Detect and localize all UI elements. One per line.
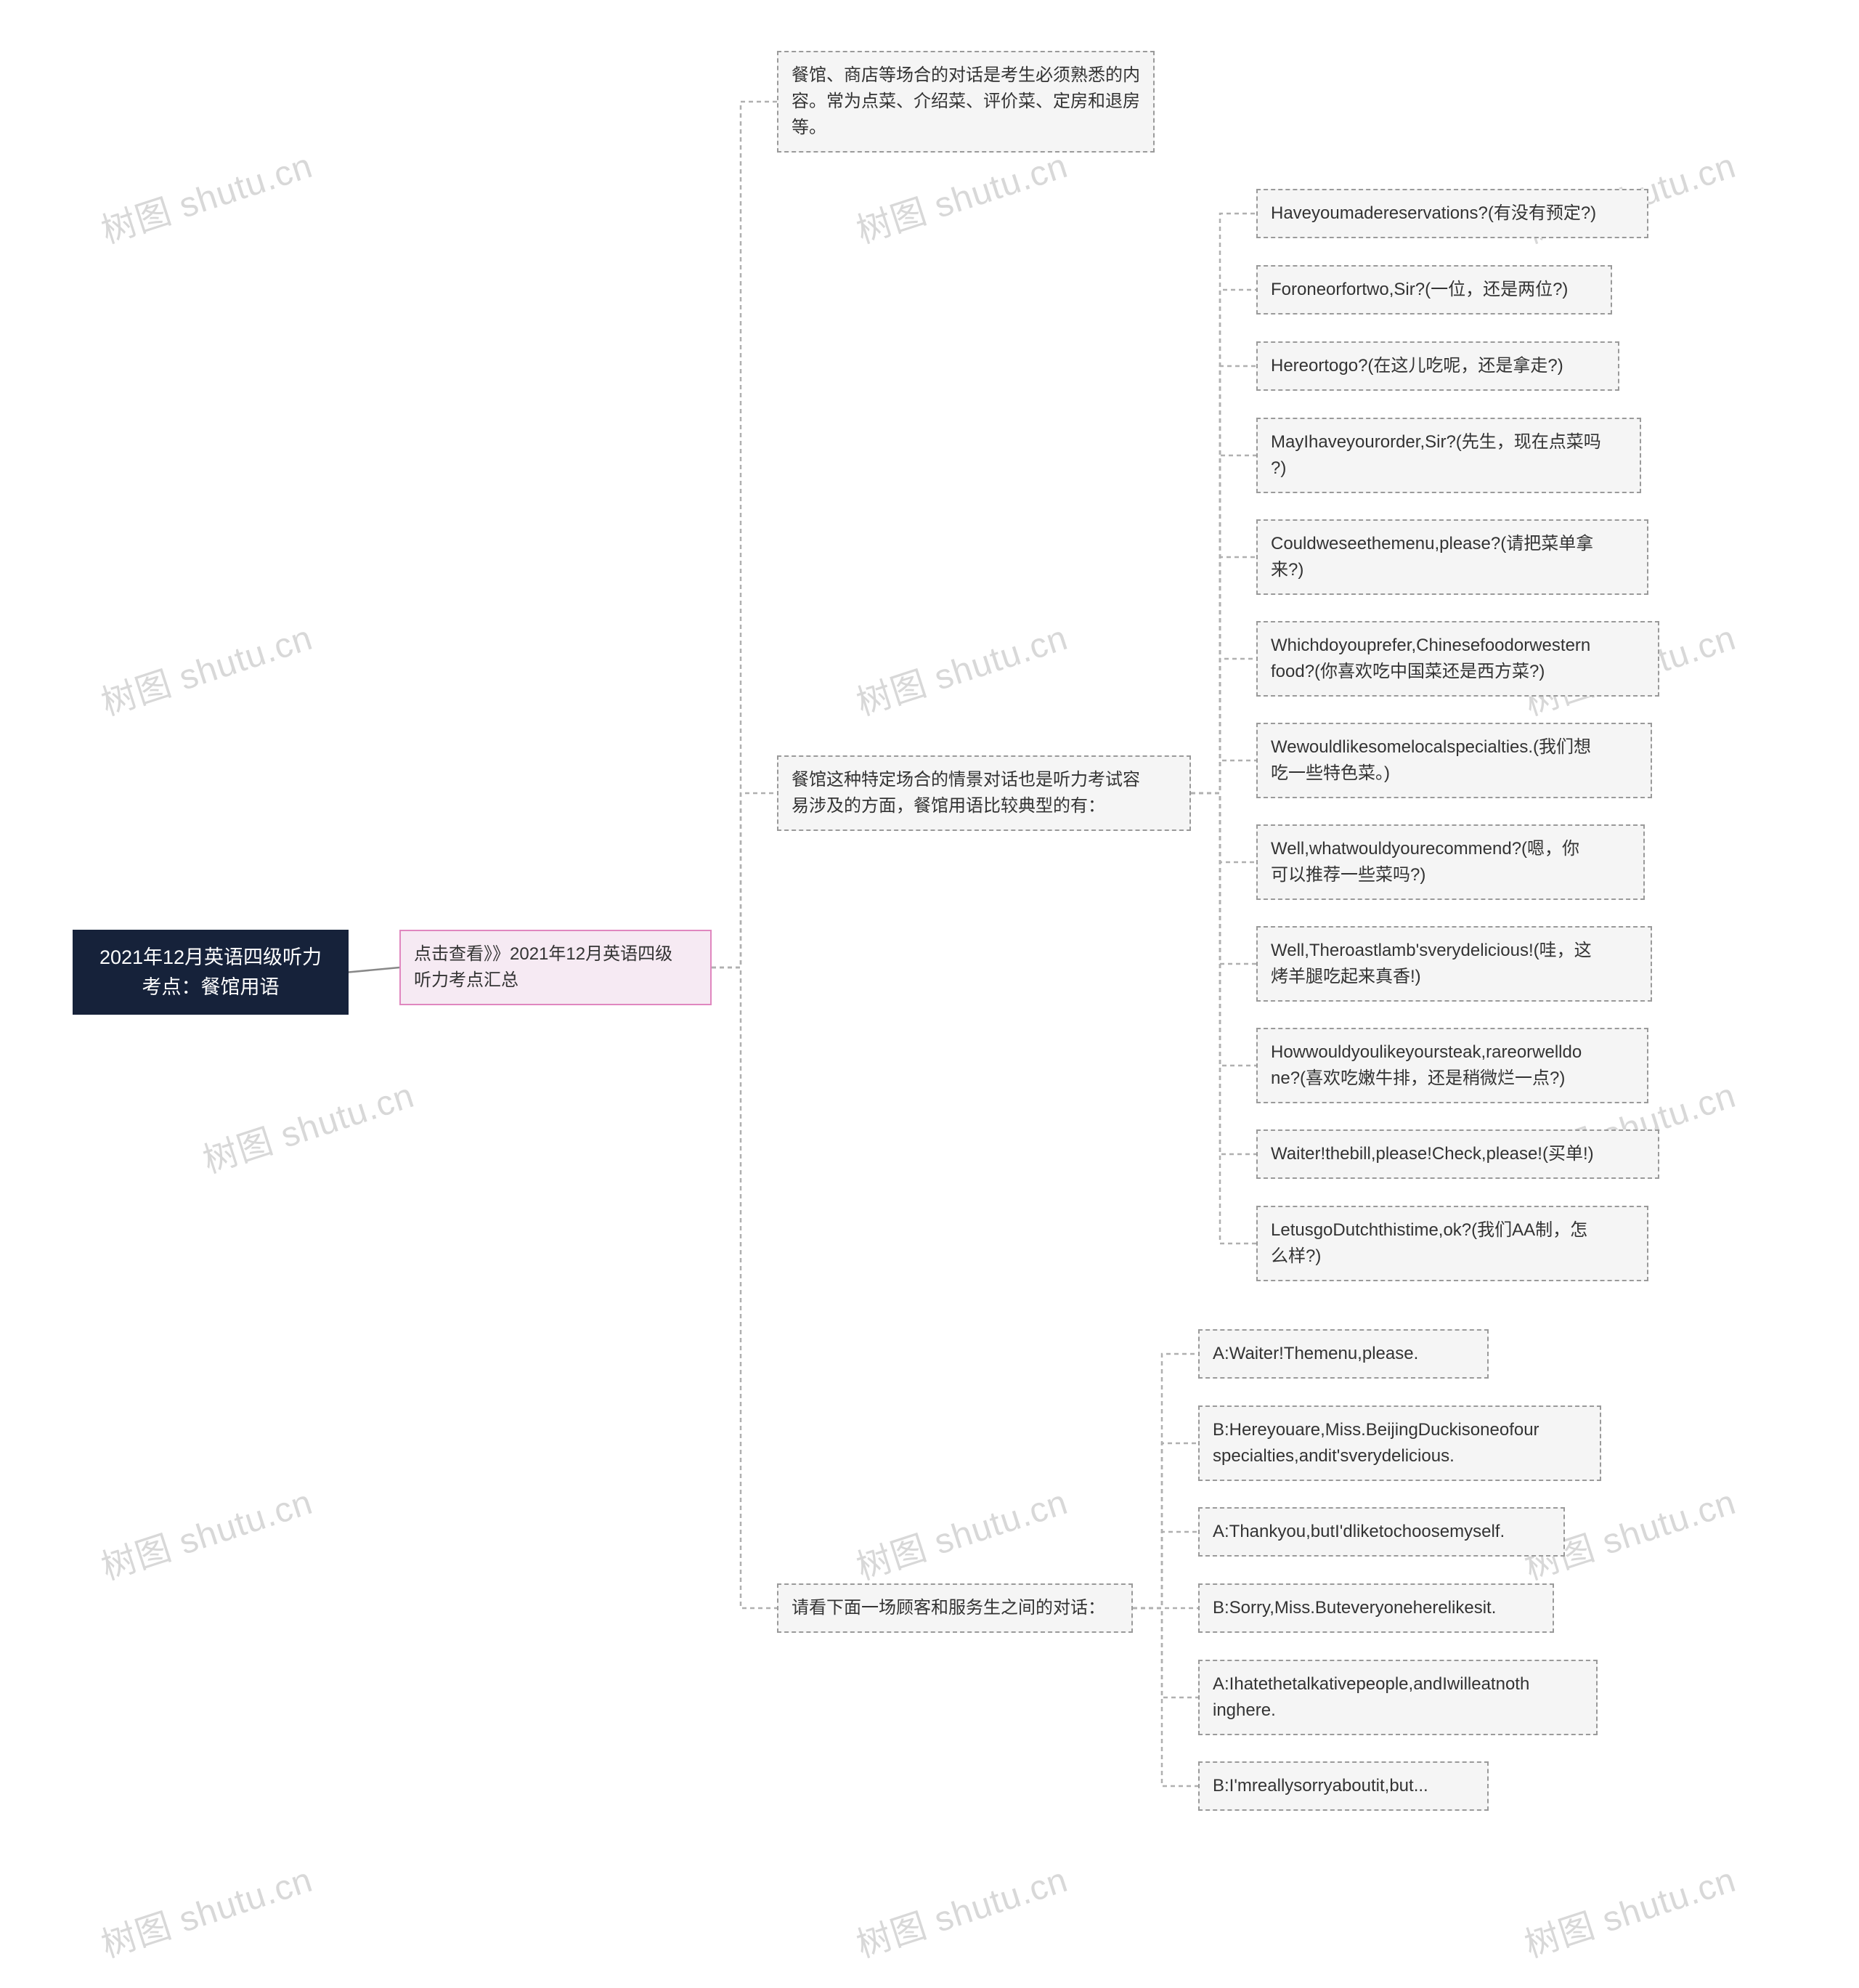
leaf-node-line: Wewouldlikesomelocalspecialties.(我们想 <box>1271 737 1591 757</box>
mindmap-canvas: 2021年12月英语四级听力 考点：餐馆用语 点击查看》》2021年12月英语四… <box>0 0 1859 1988</box>
root-node: 2021年12月英语四级听力 考点：餐馆用语 <box>73 930 349 1015</box>
leaf-node-line: A:Thankyou,butI'dliketochoosemyself. <box>1213 1522 1505 1541</box>
leaf-node-line: 来?) <box>1271 560 1303 580</box>
leaf-node-line: inghere. <box>1213 1700 1276 1720</box>
leaf-node: LetusgoDutchthistime,ok?(我们AA制，怎么样?) <box>1256 1206 1648 1281</box>
watermark: 树图 shutu.cn <box>94 1851 318 1967</box>
leaf-node-line: Couldweseethemenu,please?(请把菜单拿 <box>1271 534 1593 553</box>
leaf-node: Howwouldyoulikeyoursteak,rareorwelldo ne?… <box>1256 1028 1648 1103</box>
root-line2: 考点：餐馆用语 <box>142 976 280 998</box>
level3-node: 餐馆、商店等场合的对话是考生必须熟悉的内容。常为点菜、介绍菜、评价菜、定房和退房… <box>777 51 1155 153</box>
leaf-node-line: ?) <box>1271 458 1286 478</box>
leaf-node: Waiter!thebill,please!Check,please!(买单!) <box>1256 1129 1659 1179</box>
level3-node-line: 餐馆、商店等场合的对话是考生必须熟悉的内 <box>792 65 1140 85</box>
root-line1: 2021年12月英语四级听力 <box>99 946 322 968</box>
leaf-node-line: Well,Theroastlamb'sverydelicious!(哇，这 <box>1271 941 1592 960</box>
leaf-node-line: ne?(喜欢吃嫩牛排，还是稍微烂一点?) <box>1271 1068 1565 1088</box>
leaf-node: Well,whatwouldyourecommend?(嗯，你可以推荐一些菜吗?… <box>1256 824 1645 900</box>
level3-node: 餐馆这种特定场合的情景对话也是听力考试容易涉及的方面，餐馆用语比较典型的有： <box>777 755 1191 831</box>
watermark: 树图 shutu.cn <box>195 1066 420 1182</box>
watermark: 树图 shutu.cn <box>1517 1851 1741 1967</box>
leaf-node-line: B:I'mreallysorryaboutit,but... <box>1213 1776 1428 1796</box>
level3-node: 请看下面一场顾客和服务生之间的对话： <box>777 1583 1133 1633</box>
leaf-node: A:Thankyou,butI'dliketochoosemyself. <box>1198 1507 1565 1557</box>
leaf-node-line: A:Waiter!Themenu,please. <box>1213 1344 1418 1363</box>
level3-node-line: 请看下面一场顾客和服务生之间的对话： <box>792 1598 1105 1618</box>
watermark: 树图 shutu.cn <box>94 137 318 253</box>
level2-line1: 点击查看》》2021年12月英语四级 <box>414 944 672 964</box>
level3-node-line: 易涉及的方面，餐馆用语比较典型的有： <box>792 796 1105 816</box>
leaf-node-line: food?(你喜欢吃中国菜还是西方菜?) <box>1271 662 1545 681</box>
leaf-node: Whichdoyouprefer,Chinesefoodorwestern foo… <box>1256 621 1659 697</box>
leaf-node-line: Haveyoumadereservations?(有没有预定?) <box>1271 203 1596 223</box>
leaf-node: B:I'mreallysorryaboutit,but... <box>1198 1761 1489 1811</box>
level2-node[interactable]: 点击查看》》2021年12月英语四级 听力考点汇总 <box>399 930 712 1005</box>
watermark: 树图 shutu.cn <box>94 609 318 725</box>
leaf-node-line: specialties,andit'sverydelicious. <box>1213 1446 1455 1466</box>
level3-node-line: 容。常为点菜、介绍菜、评价菜、定房和退房 <box>792 92 1140 111</box>
leaf-node-line: Foroneorfortwo,Sir?(一位，还是两位?) <box>1271 280 1568 299</box>
leaf-node-line: MayIhaveyourorder,Sir?(先生，现在点菜吗 <box>1271 432 1601 452</box>
leaf-node-line: Whichdoyouprefer,Chinesefoodorwestern <box>1271 636 1590 655</box>
leaf-node: B:Sorry,Miss.Buteveryoneherelikesit. <box>1198 1583 1554 1633</box>
leaf-node-line: B:Hereyouare,Miss.BeijingDuckisoneofour <box>1213 1420 1539 1440</box>
watermark: 树图 shutu.cn <box>849 137 1073 253</box>
watermark: 树图 shutu.cn <box>849 609 1073 725</box>
watermark: 树图 shutu.cn <box>94 1473 318 1589</box>
leaf-node-line: 吃一些特色菜。) <box>1271 763 1390 783</box>
leaf-node: Well,Theroastlamb'sverydelicious!(哇，这烤羊腿… <box>1256 926 1652 1002</box>
leaf-node-line: LetusgoDutchthistime,ok?(我们AA制，怎 <box>1271 1220 1587 1240</box>
watermark: 树图 shutu.cn <box>849 1473 1073 1589</box>
leaf-node-line: Waiter!thebill,please!Check,please!(买单!) <box>1271 1144 1594 1164</box>
leaf-node: B:Hereyouare,Miss.BeijingDuckisoneofour s… <box>1198 1405 1601 1481</box>
leaf-node: MayIhaveyourorder,Sir?(先生，现在点菜吗?) <box>1256 418 1641 493</box>
level2-line2: 听力考点汇总 <box>414 970 518 990</box>
leaf-node-line: A:Ihatethetalkativepeople,andIwilleatnot… <box>1213 1674 1529 1694</box>
level3-node-line: 等。 <box>792 118 826 137</box>
leaf-node-line: Hereortogo?(在这儿吃呢，还是拿走?) <box>1271 356 1563 376</box>
leaf-node: Foroneorfortwo,Sir?(一位，还是两位?) <box>1256 265 1612 315</box>
leaf-node-line: 么样?) <box>1271 1246 1321 1266</box>
leaf-node: Haveyoumadereservations?(有没有预定?) <box>1256 189 1648 238</box>
leaf-node-line: Howwouldyoulikeyoursteak,rareorwelldo <box>1271 1042 1582 1062</box>
leaf-node: Wewouldlikesomelocalspecialties.(我们想吃一些特… <box>1256 723 1652 798</box>
leaf-node-line: B:Sorry,Miss.Buteveryoneherelikesit. <box>1213 1598 1496 1618</box>
level3-node-line: 餐馆这种特定场合的情景对话也是听力考试容 <box>792 770 1140 790</box>
leaf-node: Couldweseethemenu,please?(请把菜单拿来?) <box>1256 519 1648 595</box>
watermark: 树图 shutu.cn <box>849 1851 1073 1967</box>
leaf-node-line: 烤羊腿吃起来真香!) <box>1271 967 1421 986</box>
leaf-node-line: Well,whatwouldyourecommend?(嗯，你 <box>1271 839 1579 859</box>
leaf-node-line: 可以推荐一些菜吗?) <box>1271 865 1425 885</box>
leaf-node: Hereortogo?(在这儿吃呢，还是拿走?) <box>1256 341 1619 391</box>
leaf-node: A:Ihatethetalkativepeople,andIwilleatnot… <box>1198 1660 1598 1735</box>
leaf-node: A:Waiter!Themenu,please. <box>1198 1329 1489 1379</box>
